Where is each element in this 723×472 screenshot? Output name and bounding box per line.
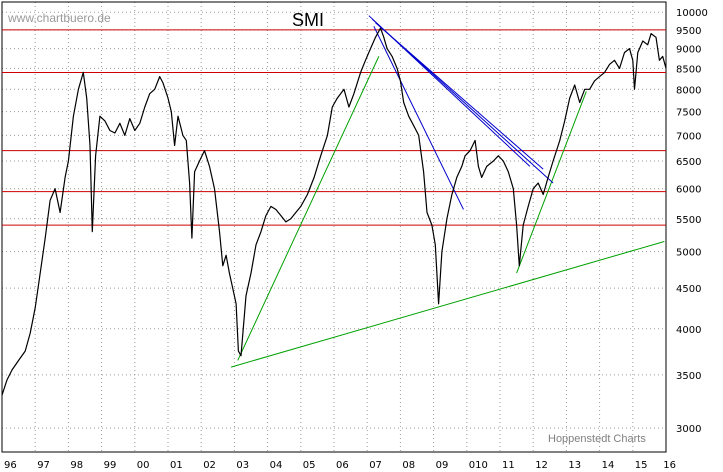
resistance-lines	[2, 29, 666, 226]
y-tick-label: 10000	[676, 8, 708, 19]
x-tick-label: 99	[104, 460, 117, 471]
x-tick-label: 98	[70, 460, 83, 471]
x-tick-label: 03	[236, 460, 249, 471]
y-tick-label: 8500	[676, 64, 701, 75]
x-tick-label: 02	[203, 460, 216, 471]
y-tick-label: 9000	[676, 45, 701, 56]
uptrend-line	[516, 91, 587, 274]
x-tick-label: 010	[469, 460, 488, 471]
x-tick-label: 96	[4, 460, 17, 471]
smi-price-line	[1, 27, 667, 396]
credit-text: Hoppenstedt Charts	[548, 433, 646, 445]
x-tick-label: 11	[502, 460, 515, 471]
x-tick-label: 01	[170, 460, 183, 471]
y-tick-label: 7500	[676, 108, 701, 119]
x-tick-label: 00	[137, 460, 150, 471]
x-tick-label: 06	[336, 460, 349, 471]
trend-lines	[230, 15, 665, 368]
y-axis-tick-labels: 3000 3500 4000 4500 5000 5500 6000 6500 7000 7500…	[676, 8, 708, 435]
y-tick-label: 8000	[676, 85, 701, 96]
x-tick-label: 13	[568, 460, 581, 471]
chart-title: SMI	[292, 10, 324, 30]
x-tick-label: 12	[535, 460, 548, 471]
x-tick-label: 09	[436, 460, 449, 471]
uptrend-line	[230, 240, 665, 368]
x-tick-label: 15	[635, 460, 648, 471]
x-tick-label: 97	[37, 460, 50, 471]
y-tick-label: 5000	[676, 248, 701, 259]
y-tick-label: 4500	[676, 284, 701, 295]
y-tick-label: 3000	[676, 424, 701, 435]
downtrend-line	[375, 22, 544, 170]
plot-frame	[1, 1, 667, 453]
y-tick-label: 5500	[676, 215, 701, 226]
x-tick-label: 14	[602, 460, 615, 471]
y-tick-label: 3500	[676, 371, 701, 382]
y-tick-label: 6500	[676, 157, 701, 168]
x-tick-label: 05	[303, 460, 316, 471]
x-tick-label: 08	[402, 460, 415, 471]
x-tick-label: 16	[663, 460, 676, 471]
watermark: www.chartbuero.de	[7, 11, 111, 25]
price-series	[1, 27, 667, 396]
grid	[1, 2, 667, 452]
uptrend-line	[237, 56, 380, 361]
y-tick-label: 7000	[676, 131, 701, 142]
x-tick-label: 04	[270, 460, 283, 471]
downtrend-line	[368, 15, 531, 167]
y-tick-label: 4000	[676, 325, 701, 336]
x-axis-tick-labels: 96 97 98 99 00 01 02 03 04 05 06 07 08 09 010 11 12 13 14 1…	[4, 460, 676, 471]
x-tick-label: 07	[369, 460, 382, 471]
y-tick-label: 6000	[676, 185, 701, 196]
downtrend-line	[373, 26, 464, 210]
y-tick-label: 9500	[676, 26, 701, 37]
